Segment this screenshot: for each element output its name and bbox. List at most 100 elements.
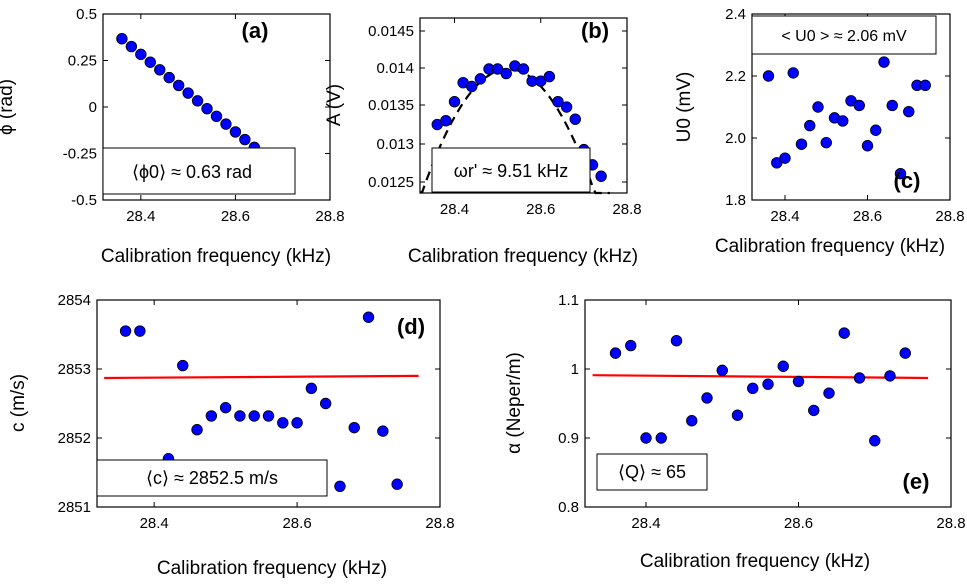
- x-tick-label: 28.6: [526, 201, 555, 218]
- data-point: [884, 370, 896, 382]
- y-tick-label: 0.0135: [368, 97, 414, 114]
- x-tick-label: 28.8: [315, 208, 344, 225]
- data-point: [894, 167, 907, 180]
- annotation-text: < U0 > ≈ 2.06 mV: [781, 28, 907, 45]
- y-tick-label: 2.0: [725, 130, 746, 147]
- data-point: [823, 387, 835, 399]
- data-point: [787, 67, 799, 79]
- y-axis-label: U0 (mV): [674, 72, 695, 143]
- data-point: [262, 410, 275, 422]
- data-point: [474, 73, 487, 85]
- data-point: [543, 70, 556, 83]
- axes-box: [584, 299, 952, 508]
- data-point: [919, 79, 931, 92]
- data-point: [716, 364, 728, 377]
- data-point: [191, 424, 203, 436]
- data-point: [144, 56, 156, 68]
- data-point: [239, 133, 251, 146]
- data-point: [838, 327, 850, 339]
- data-point: [201, 102, 213, 115]
- data-point: [625, 339, 637, 352]
- x-tick-label: 28.4: [631, 515, 660, 532]
- y-axis-label: A (V): [324, 84, 345, 126]
- data-point: [595, 170, 607, 182]
- x-tick-label: 28.8: [612, 201, 641, 218]
- y-tick-label: 0.013: [376, 136, 414, 153]
- y-tick-label: 1.1: [558, 292, 579, 309]
- x-axis-label: Calibration frequency (kHz): [157, 558, 387, 579]
- x-tick-label: 28.4: [140, 515, 169, 532]
- data-point: [172, 79, 185, 92]
- data-point: [795, 138, 808, 150]
- annotation-box: [102, 147, 296, 195]
- data-point: [466, 80, 478, 93]
- y-tick-label: 2.2: [725, 68, 746, 85]
- annotation-box: [751, 15, 937, 55]
- data-point: [305, 382, 318, 395]
- data-point: [808, 404, 820, 417]
- data-point: [686, 415, 698, 427]
- data-point: [747, 382, 759, 395]
- axes-box: [751, 13, 951, 201]
- data-point: [820, 136, 832, 149]
- data-point: [640, 432, 652, 444]
- x-axis-label: Calibration frequency (kHz): [101, 246, 331, 267]
- x-tick-label: 28.6: [784, 515, 813, 532]
- data-point: [116, 33, 128, 45]
- data-point: [517, 63, 530, 75]
- data-point: [135, 48, 147, 61]
- data-point: [853, 372, 866, 384]
- y-tick-label: 2851: [58, 499, 91, 516]
- x-tick-label: 28.6: [221, 208, 250, 225]
- data-point: [777, 360, 789, 372]
- y-tick-label: 2853: [58, 361, 91, 378]
- data-point: [205, 410, 218, 422]
- data-point: [812, 101, 824, 113]
- data-point: [861, 140, 874, 152]
- y-tick-label: 1.8: [725, 192, 746, 209]
- x-tick-label: 28.4: [440, 201, 469, 218]
- data-point: [853, 99, 865, 112]
- panel-d: 2854 2853 2852 2851 28.4 28.6 28.8 ⟨c⟩ ≈ 2852.5…: [8, 292, 455, 579]
- data-point: [500, 67, 512, 80]
- annotation-text: ωr' ≈ 9.51 kHz: [454, 161, 568, 181]
- annotation-box: [431, 147, 591, 193]
- data-point: [804, 119, 816, 132]
- x-tick-label: 28.4: [770, 208, 799, 225]
- data-point: [655, 432, 667, 444]
- data-point: [163, 71, 175, 84]
- x-axis-label: Calibration frequency (kHz): [408, 246, 638, 267]
- y-tick-label: -0.5: [71, 192, 97, 209]
- panel-label: (a): [242, 18, 269, 43]
- y-tick-label: 0.5: [76, 6, 97, 23]
- data-point: [448, 95, 461, 108]
- data-point: [362, 311, 375, 323]
- y-tick-label: 0.9: [558, 430, 579, 447]
- annotation-box: [596, 453, 708, 491]
- data-point: [134, 325, 146, 337]
- panel-c: 2.4 2.2 2.0 1.8 28.4 28.6 28.8 < U0 > ≈ 2.06 mV…: [674, 6, 965, 257]
- data-point: [220, 118, 232, 130]
- y-tick-label: -0.25: [63, 146, 97, 163]
- panel-a: 0.5 0.25 0 -0.25 -0.5 28.4 28.6 28.8 ⟨ϕ0⟩ ≈ 0.63…: [0, 6, 345, 267]
- y-tick-label: 2854: [58, 292, 91, 309]
- y-axis-label: ϕ (rad): [0, 79, 17, 135]
- data-point: [210, 110, 223, 123]
- data-point: [903, 105, 915, 118]
- annotation-text: ⟨Q⟩ ≈ 65: [618, 462, 686, 482]
- data-point: [670, 335, 683, 347]
- data-point: [792, 375, 805, 388]
- data-point: [762, 378, 774, 390]
- panel-e: 1.1 1 0.9 0.8 28.4 28.6 28.8 ⟨Q⟩ ≈ 65 (e) Calibra…: [504, 292, 966, 572]
- data-point: [119, 325, 132, 337]
- panel-label: (c): [894, 168, 921, 193]
- y-axis-label: c (m/s): [8, 374, 29, 432]
- data-point: [569, 113, 581, 125]
- data-point: [125, 40, 138, 53]
- fit-line: [104, 374, 419, 380]
- data-point: [377, 425, 389, 437]
- y-tick-label: 2852: [58, 430, 91, 447]
- data-point: [182, 87, 194, 99]
- data-point: [348, 421, 360, 434]
- data-point: [869, 435, 881, 447]
